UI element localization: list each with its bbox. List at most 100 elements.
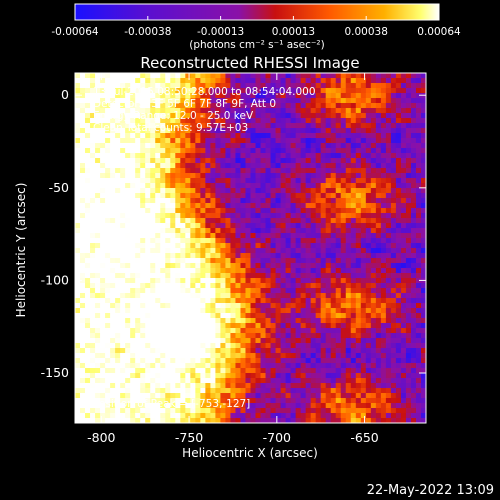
heatmap-cell — [190, 233, 196, 239]
heatmap-cell — [215, 238, 222, 244]
heatmap-cell — [335, 208, 342, 214]
heatmap-cell — [405, 133, 412, 139]
heatmap-cell — [365, 383, 372, 389]
heatmap-cell — [350, 328, 357, 334]
heatmap-cell — [350, 248, 357, 254]
heatmap-cell — [95, 203, 101, 209]
heatmap-cell — [350, 158, 357, 164]
heatmap-cell — [110, 318, 116, 324]
heatmap-cell — [175, 128, 181, 134]
heatmap-cell — [140, 163, 146, 169]
heatmap-cell — [235, 208, 242, 214]
heatmap-cell — [375, 143, 382, 149]
heatmap-cell — [255, 78, 262, 84]
heatmap-cell — [300, 208, 307, 214]
heatmap-cell — [375, 313, 382, 319]
heatmap-cell — [270, 293, 277, 299]
heatmap-cell — [170, 333, 176, 339]
heatmap-cell — [225, 78, 232, 84]
heatmap-cell — [315, 213, 322, 219]
heatmap-cell — [390, 333, 397, 339]
heatmap-cell — [335, 363, 342, 369]
heatmap-cell — [315, 238, 322, 244]
heatmap-cell — [130, 253, 136, 259]
heatmap-cell — [110, 73, 116, 79]
heatmap-cell — [300, 388, 307, 394]
heatmap-cell — [325, 173, 332, 179]
heatmap-cell — [325, 193, 332, 199]
heatmap-cell — [220, 203, 227, 209]
heatmap-cell — [275, 178, 282, 184]
heatmap-cell — [350, 418, 357, 423]
heatmap-cell — [125, 173, 131, 179]
heatmap-cell — [225, 143, 232, 149]
heatmap-cell — [145, 268, 151, 274]
heatmap-cell — [305, 418, 312, 423]
heatmap-cell — [165, 83, 171, 89]
heatmap-cell — [125, 93, 131, 99]
heatmap-cell — [310, 418, 317, 423]
heatmap-cell — [335, 333, 342, 339]
heatmap-cell — [140, 383, 146, 389]
heatmap-cell — [290, 388, 297, 394]
heatmap-cell — [75, 223, 81, 229]
heatmap-cell — [80, 393, 86, 399]
heatmap-cell — [205, 298, 211, 304]
heatmap-cell — [85, 233, 91, 239]
heatmap-cell — [230, 313, 237, 319]
heatmap-cell — [220, 253, 227, 259]
heatmap-cell — [235, 223, 242, 229]
heatmap-cell — [215, 133, 222, 139]
heatmap-cell — [195, 178, 201, 184]
heatmap-cell — [295, 93, 302, 99]
heatmap-cell — [280, 108, 287, 114]
heatmap-cell — [315, 233, 322, 239]
heatmap-cell — [155, 418, 161, 423]
heatmap-cell — [280, 153, 287, 159]
heatmap-cell — [105, 258, 111, 264]
heatmap-cell — [320, 273, 327, 279]
heatmap-cell — [415, 188, 422, 194]
heatmap-cell — [285, 248, 292, 254]
heatmap-cell — [165, 383, 171, 389]
heatmap-cell — [255, 243, 262, 249]
heatmap-cell — [305, 193, 312, 199]
heatmap-cell — [175, 313, 181, 319]
heatmap-cell — [275, 273, 282, 279]
heatmap-cell — [405, 263, 412, 269]
heatmap-cell — [150, 203, 156, 209]
heatmap-cell — [180, 393, 186, 399]
heatmap-cell — [130, 268, 136, 274]
heatmap-cell — [90, 158, 96, 164]
heatmap-cell — [255, 403, 262, 409]
heatmap-cell — [210, 168, 216, 174]
heatmap-cell — [295, 263, 302, 269]
heatmap-cell — [140, 363, 146, 369]
heatmap-cell — [135, 403, 141, 409]
heatmap-cell — [415, 278, 422, 284]
heatmap-cell — [325, 118, 332, 124]
heatmap-cell — [215, 328, 222, 334]
heatmap-cell — [145, 118, 151, 124]
heatmap-cell — [260, 103, 267, 109]
heatmap-cell — [405, 188, 412, 194]
heatmap-cell — [305, 183, 312, 189]
heatmap-cell — [215, 418, 222, 423]
heatmap-cell — [85, 258, 91, 264]
heatmap-cell — [375, 168, 382, 174]
heatmap-cell — [410, 153, 417, 159]
heatmap-cell — [225, 223, 232, 229]
heatmap-cell — [295, 98, 302, 104]
heatmap-cell — [240, 228, 247, 234]
heatmap-cell — [335, 303, 342, 309]
heatmap-cell — [105, 103, 111, 109]
heatmap-cell — [110, 293, 116, 299]
heatmap-cell — [295, 168, 302, 174]
heatmap-cell — [245, 158, 252, 164]
heatmap-cell — [150, 268, 156, 274]
heatmap-cells — [75, 73, 426, 423]
heatmap-cell — [90, 198, 96, 204]
heatmap-cell — [220, 273, 227, 279]
heatmap-cell — [195, 78, 201, 84]
heatmap-cell — [215, 273, 222, 279]
